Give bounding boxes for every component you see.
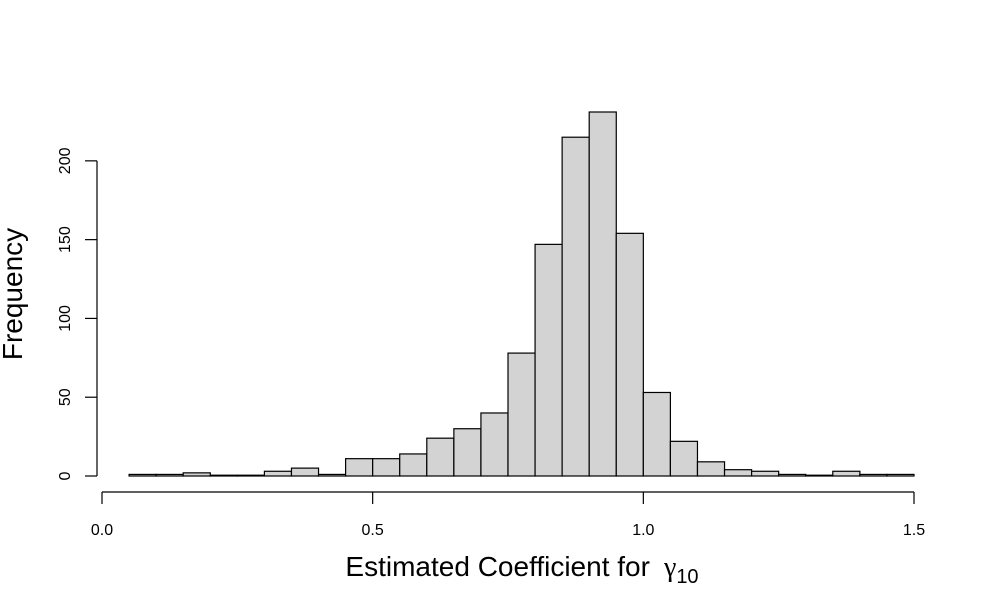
histogram-bar-16: [561, 136, 590, 477]
histogram-bar-0: [128, 473, 157, 477]
x-axis-title: Estimated Coefficient for γ10: [345, 551, 698, 588]
histogram-bar-19: [642, 391, 672, 477]
x-tick-label-0: 0.0: [91, 522, 113, 539]
histogram-bar-8: [345, 458, 374, 477]
x-tick-label-3: 1.5: [903, 522, 925, 539]
histogram-bar-17: [588, 111, 617, 477]
histogram-bar-20: [669, 440, 699, 477]
histogram-bar-12: [453, 428, 482, 477]
y-axis-title: Frequency: [0, 228, 28, 360]
histogram-bar-27: [859, 473, 888, 477]
y-tick-label-0: 0: [57, 471, 74, 480]
histogram-bar-10: [399, 453, 428, 477]
histogram-bar-18: [615, 232, 644, 477]
y-axis: 0 50 100 150 200: [57, 147, 98, 480]
histogram-bar-23: [750, 470, 780, 477]
y-tick-label-2: 100: [57, 305, 74, 332]
histogram-bar-24: [778, 473, 807, 477]
gamma-symbol: γ: [663, 552, 676, 583]
histogram-bar-15: [534, 243, 563, 477]
histogram-bar-14: [507, 352, 536, 477]
histogram-bar-5: [263, 470, 293, 477]
histogram-bar-7: [317, 473, 347, 477]
histogram-bar-9: [372, 458, 401, 477]
histogram-bar-21: [696, 461, 726, 477]
x-axis-title-text: Estimated Coefficient for: [345, 551, 650, 582]
histogram-bar-26: [832, 470, 861, 477]
y-tick-label-1: 50: [57, 388, 74, 406]
x-tick-label-2: 1.0: [632, 522, 654, 539]
histogram-bar-25: [805, 474, 834, 477]
histogram-bar-6: [290, 467, 320, 477]
histogram-bars: [128, 111, 915, 477]
histogram-bar-22: [723, 469, 753, 477]
histogram-bar-1: [155, 473, 184, 477]
histogram-bar-28: [886, 473, 915, 477]
gamma-subscript: 10: [676, 566, 698, 588]
y-tick-label-3: 150: [57, 226, 74, 253]
histogram-bar-13: [480, 412, 509, 477]
histogram-bar-3: [209, 474, 238, 477]
x-tick-label-1: 0.5: [362, 522, 384, 539]
histogram-bar-4: [236, 474, 266, 477]
histogram-bar-2: [182, 472, 211, 477]
x-axis: 0.0 0.5 1.0 1.5: [91, 491, 925, 539]
histogram-bar-11: [426, 437, 455, 477]
y-tick-label-4: 200: [57, 147, 74, 174]
